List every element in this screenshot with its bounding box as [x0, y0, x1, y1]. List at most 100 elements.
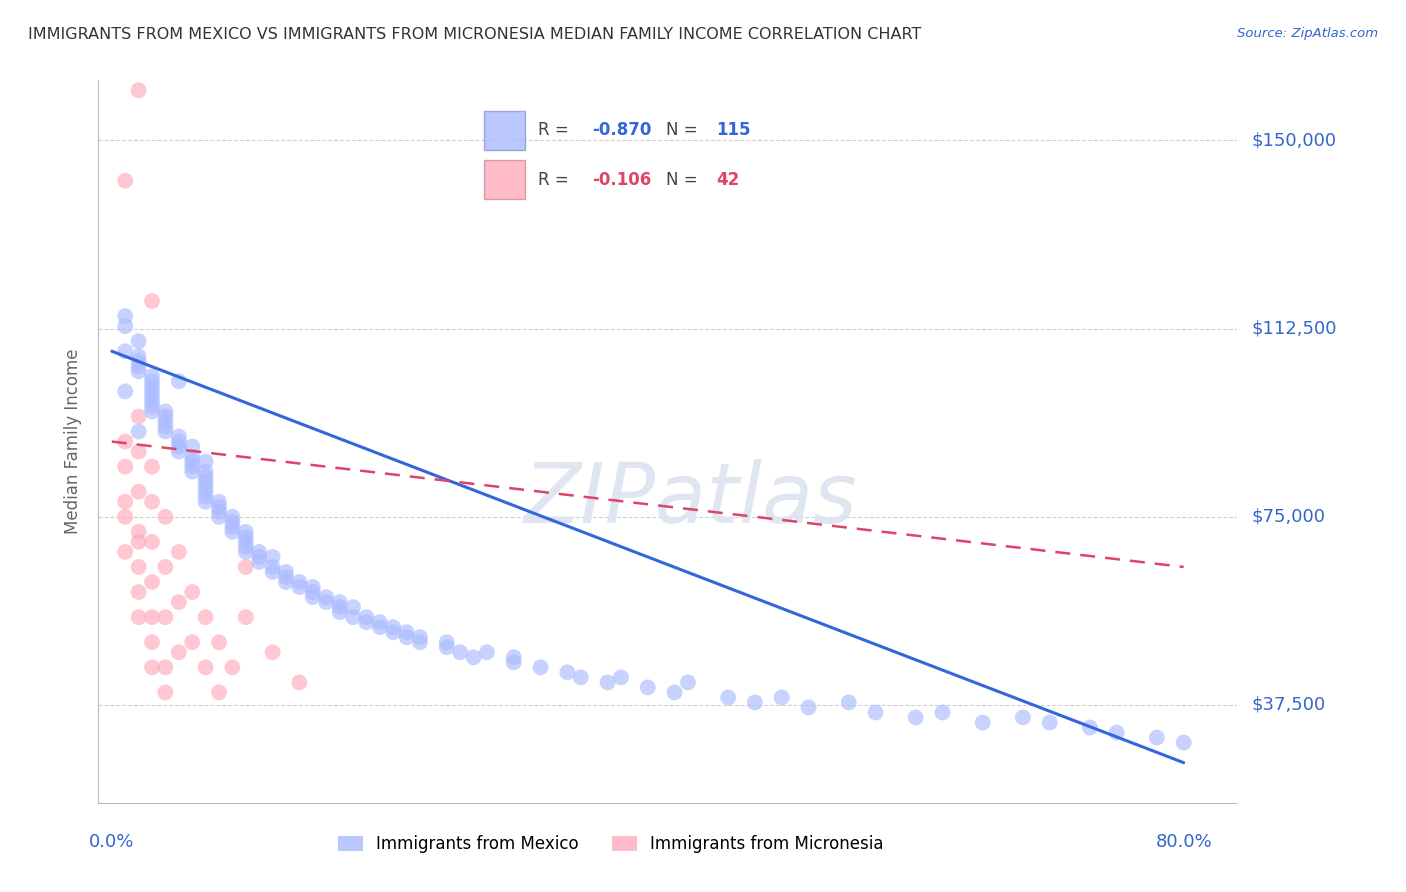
Point [141, 374, 163, 388]
Point [436, 640, 458, 655]
Point [181, 450, 204, 464]
Point [181, 454, 204, 468]
Point [141, 574, 163, 589]
Point [128, 585, 150, 599]
Point [155, 509, 177, 524]
Point [128, 334, 150, 348]
Point [141, 293, 163, 308]
Point [114, 309, 136, 323]
Point [141, 404, 163, 418]
Point [167, 444, 190, 458]
Point [288, 675, 311, 690]
Point [409, 630, 432, 644]
Legend: Immigrants from Mexico, Immigrants from Micronesia: Immigrants from Mexico, Immigrants from … [332, 828, 890, 860]
Point [181, 635, 204, 649]
Point [315, 590, 337, 604]
Point [208, 500, 231, 514]
Point [1012, 710, 1035, 724]
Point [395, 625, 418, 640]
Point [449, 645, 471, 659]
Point [167, 429, 190, 443]
Point [288, 580, 311, 594]
Point [194, 469, 217, 483]
Point [167, 440, 190, 454]
Text: $112,500: $112,500 [1251, 319, 1337, 338]
Point [194, 480, 217, 494]
Point [436, 635, 458, 649]
Point [221, 524, 243, 539]
Point [475, 645, 498, 659]
Point [194, 475, 217, 489]
Point [155, 404, 177, 418]
Point [141, 384, 163, 399]
Point [342, 610, 364, 624]
Text: $150,000: $150,000 [1251, 131, 1336, 150]
Point [382, 620, 405, 634]
Point [141, 369, 163, 384]
Point [329, 605, 352, 619]
Point [1105, 725, 1128, 739]
Point [395, 630, 418, 644]
Point [529, 660, 551, 674]
Point [262, 645, 284, 659]
Point [329, 595, 352, 609]
Point [128, 349, 150, 363]
Point [194, 610, 217, 624]
Point [235, 540, 257, 554]
Point [235, 534, 257, 549]
Text: $37,500: $37,500 [1251, 696, 1326, 714]
Point [301, 585, 323, 599]
Point [181, 465, 204, 479]
Point [274, 574, 297, 589]
Text: $75,000: $75,000 [1251, 508, 1326, 525]
Point [235, 524, 257, 539]
Point [247, 545, 270, 559]
Point [167, 434, 190, 449]
Point [329, 600, 352, 615]
Point [262, 565, 284, 579]
Text: ZIPatlas: ZIPatlas [524, 458, 858, 540]
Point [155, 419, 177, 434]
Point [1146, 731, 1168, 745]
Point [208, 494, 231, 508]
Point [221, 520, 243, 534]
Point [167, 545, 190, 559]
Point [141, 635, 163, 649]
Point [114, 459, 136, 474]
Point [194, 465, 217, 479]
Point [208, 635, 231, 649]
Point [557, 665, 579, 680]
Point [155, 685, 177, 699]
Point [114, 509, 136, 524]
Point [167, 374, 190, 388]
Point [744, 696, 766, 710]
Point [194, 494, 217, 508]
Point [114, 494, 136, 508]
Point [128, 359, 150, 374]
Text: 0.0%: 0.0% [89, 833, 135, 851]
Point [181, 585, 204, 599]
Point [221, 660, 243, 674]
Point [155, 660, 177, 674]
Point [128, 560, 150, 574]
Point [972, 715, 994, 730]
Point [502, 655, 524, 669]
Point [904, 710, 927, 724]
Point [128, 444, 150, 458]
Point [931, 706, 953, 720]
Point [141, 494, 163, 508]
Text: Source: ZipAtlas.com: Source: ZipAtlas.com [1237, 27, 1378, 40]
Point [301, 580, 323, 594]
Point [128, 610, 150, 624]
Point [637, 681, 659, 695]
Point [569, 670, 592, 684]
Point [181, 459, 204, 474]
Point [128, 484, 150, 499]
Point [502, 650, 524, 665]
Point [315, 595, 337, 609]
Point [128, 354, 150, 368]
Point [114, 545, 136, 559]
Point [356, 610, 378, 624]
Point [128, 364, 150, 378]
Point [274, 570, 297, 584]
